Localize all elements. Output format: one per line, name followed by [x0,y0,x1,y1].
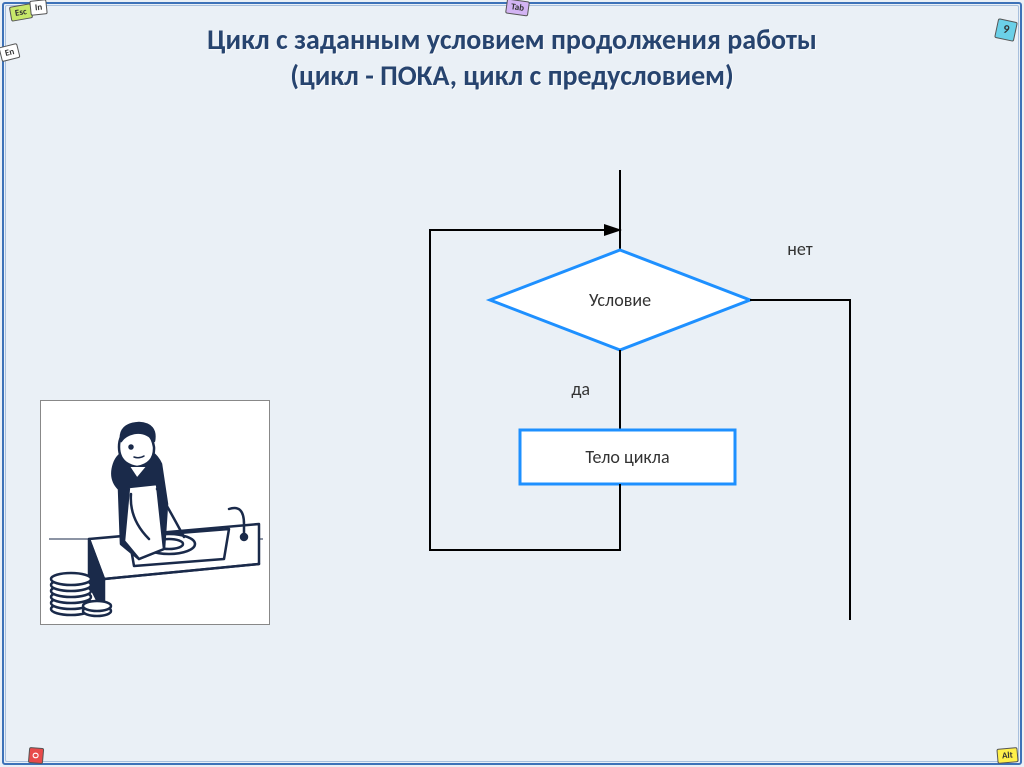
flowchart-container: Условие да Тело цикла нет [350,160,910,640]
svg-text:да: да [571,378,590,400]
slide-title: Цикл с заданным условием продолжения раб… [0,22,1024,95]
key-in: In [29,0,48,16]
illustration-frame [40,400,270,625]
title-line-2: (цикл - ПОКА, цикл с предусловием) [290,58,734,93]
title-line-1: Цикл с заданным условием продолжения раб… [207,22,817,57]
key-o: O [28,747,44,764]
key-alt: Alt [997,747,1019,764]
svg-text:Условие: Условие [589,289,651,311]
svg-text:Тело цикла: Тело цикла [585,446,669,468]
illustration-washing-dishes [49,409,263,618]
flowchart-svg: Условие да Тело цикла нет [350,160,910,640]
svg-text:нет: нет [787,238,813,260]
